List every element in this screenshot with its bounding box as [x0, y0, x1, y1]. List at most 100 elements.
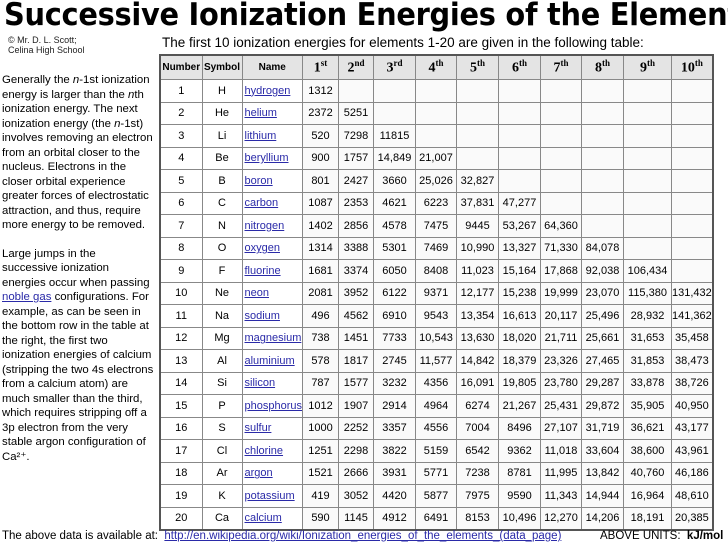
ionization-energy: 11,577	[415, 349, 457, 373]
ionization-energy: 3822	[373, 439, 416, 463]
ionization-energy	[498, 146, 541, 170]
ionization-energy: 1314	[302, 236, 339, 260]
ionization-energy: 13,327	[498, 236, 541, 260]
ionization-energy: 1757	[338, 146, 374, 170]
ionization-energy	[670, 124, 714, 148]
ionization-energy: 4420	[373, 484, 416, 508]
element-link[interactable]: neon	[244, 287, 269, 300]
ionization-energy: 23,326	[540, 349, 582, 373]
ionization-energy	[581, 79, 624, 103]
element-link[interactable]: helium	[244, 107, 277, 120]
ionization-energy	[623, 146, 672, 170]
ionization-energy: 4356	[415, 371, 457, 395]
page-title: Successive Ionization Energies of the El…	[4, 0, 728, 33]
element-link[interactable]: sulfur	[244, 422, 272, 435]
ionization-energy: 2372	[302, 101, 339, 125]
credit: © Mr. D. L. Scott; Celina High School	[8, 35, 85, 55]
element-link[interactable]: boron	[244, 174, 273, 187]
element-name: silicon	[241, 371, 303, 395]
ionization-energy	[623, 214, 672, 238]
source-link[interactable]: http://en.wikipedia.org/wiki/Ionization_…	[164, 530, 562, 542]
element-number: 13	[159, 349, 203, 373]
column-header-ordinal: 1st	[302, 54, 339, 80]
element-number: 5	[159, 169, 203, 193]
ionization-energy	[456, 79, 499, 103]
element-link[interactable]: fluorine	[244, 264, 281, 277]
ionization-energy: 2081	[302, 281, 339, 305]
element-name: sulfur	[241, 416, 303, 440]
element-name: lithium	[241, 124, 303, 148]
ionization-energy: 17,868	[540, 259, 582, 283]
ionization-energy: 53,267	[498, 214, 541, 238]
ionization-energy: 38,473	[670, 349, 714, 373]
ionization-energy: 3232	[373, 371, 416, 395]
ionization-energy: 1451	[338, 326, 374, 350]
ionization-energy: 11815	[373, 124, 416, 148]
ionization-energy: 64,360	[540, 214, 582, 238]
noble-gas-link[interactable]: noble gas	[2, 291, 52, 303]
element-link[interactable]: hydrogen	[244, 84, 291, 97]
element-link[interactable]: chlorine	[244, 444, 284, 457]
ionization-energy: 5159	[415, 439, 457, 463]
element-name: carbon	[241, 191, 303, 215]
ionization-energy: 1251	[302, 439, 339, 463]
element-link[interactable]: magnesium	[244, 332, 302, 345]
element-link[interactable]: phosphorus	[244, 399, 302, 412]
column-header-ordinal: 4th	[415, 54, 457, 80]
ionization-energy	[670, 191, 714, 215]
ionization-energy	[670, 169, 714, 193]
element-link[interactable]: argon	[244, 467, 273, 480]
element-link[interactable]: silicon	[244, 377, 276, 390]
ionization-energy: 2427	[338, 169, 374, 193]
element-symbol: Cl	[201, 439, 243, 463]
ionization-energy: 6274	[456, 394, 499, 418]
ionization-energy: 16,613	[498, 304, 541, 328]
element-symbol: Li	[201, 124, 243, 148]
ionization-energy: 5301	[373, 236, 416, 260]
ionization-energy: 3931	[373, 461, 416, 485]
ionization-energy	[415, 101, 457, 125]
ionization-energy: 10,990	[456, 236, 499, 260]
element-name: oxygen	[241, 236, 303, 260]
element-number: 11	[159, 304, 203, 328]
element-name: helium	[241, 101, 303, 125]
ionization-energy	[540, 101, 582, 125]
element-symbol: Al	[201, 349, 243, 373]
ionization-energy: 31,853	[623, 349, 672, 373]
ionization-energy: 32,827	[456, 169, 499, 193]
element-link[interactable]: beryllium	[244, 152, 289, 165]
element-link[interactable]: nitrogen	[244, 219, 285, 232]
table-row: 12 Mg magnesium 738 1451 7733 10,543 13,630 18,0…	[159, 326, 714, 350]
element-number: 20	[159, 506, 203, 531]
element-link[interactable]: calcium	[244, 512, 282, 525]
element-link[interactable]: sodium	[244, 309, 280, 322]
element-link[interactable]: potassium	[244, 489, 295, 502]
element-number: 2	[159, 101, 203, 125]
table-row: 17 Cl chlorine 1251 2298 3822 5159 6542 9362 11,0…	[159, 439, 714, 463]
element-link[interactable]: aluminium	[244, 354, 295, 367]
ionization-energy: 2666	[338, 461, 374, 485]
ionization-energy: 4964	[415, 394, 457, 418]
table-row: 18 Ar argon 1521 2666 3931 5771 7238 8781 11,995 1…	[159, 461, 714, 485]
ionization-energy: 11,343	[540, 484, 582, 508]
table-row: 20 Ca calcium 590 1145 4912 6491 8153 10,496 12,2…	[159, 506, 714, 531]
ionization-energy: 2856	[338, 214, 374, 238]
element-name: fluorine	[241, 259, 303, 283]
ionization-energy: 37,831	[456, 191, 499, 215]
element-link[interactable]: oxygen	[244, 242, 280, 255]
ionization-energy: 84,078	[581, 236, 624, 260]
ionization-energy: 18,379	[498, 349, 541, 373]
ionization-energy: 4562	[338, 304, 374, 328]
element-link[interactable]: carbon	[244, 197, 279, 210]
ionization-energy: 14,944	[581, 484, 624, 508]
column-header-ordinal: 3rd	[373, 54, 416, 80]
element-link[interactable]: lithium	[244, 129, 277, 142]
element-number: 15	[159, 394, 203, 418]
ionization-energy	[498, 101, 541, 125]
ionization-energy: 31,719	[581, 416, 624, 440]
ionization-energy: 47,277	[498, 191, 541, 215]
ionization-energy: 496	[302, 304, 339, 328]
ionization-energy: 21,711	[540, 326, 582, 350]
